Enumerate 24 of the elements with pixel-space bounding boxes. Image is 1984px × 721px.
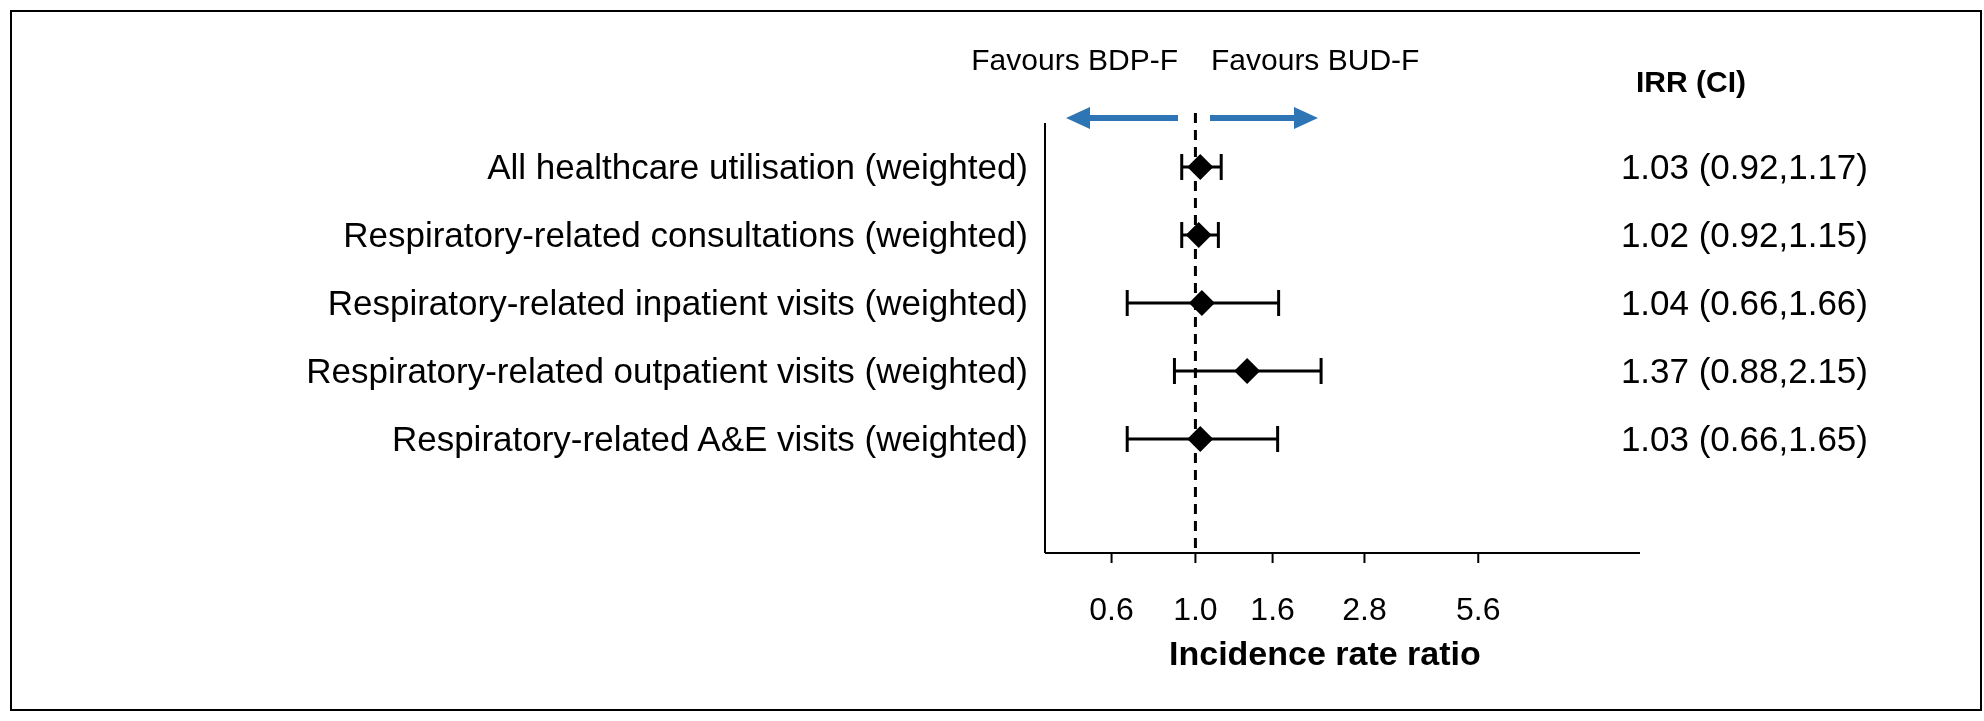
point <box>1187 426 1214 452</box>
x-axis-title: Incidence rate ratio <box>1169 634 1481 672</box>
x-tick-label: 5.6 <box>1456 591 1501 627</box>
point <box>1188 290 1215 316</box>
point <box>1187 154 1214 180</box>
text: Favours BDP-F <box>971 43 1178 76</box>
y-tick-label: Respiratory-related A&E visits (weighted) <box>391 419 1028 458</box>
x-tick-label: 1.6 <box>1250 591 1295 627</box>
point <box>1185 222 1212 248</box>
y-tick-label: Respiratory-related inpatient visits (weighted) <box>327 283 1028 322</box>
y-tick-label: Respiratory-related consultations (weighted) <box>343 215 1028 254</box>
y-tick-label: Respiratory-related outpatient visits (weighted) <box>306 351 1028 390</box>
data-label: 1.04 (0.66,1.66) <box>1620 283 1868 322</box>
data-label: 1.37 (0.88,2.15) <box>1620 351 1868 390</box>
data-label: 1.03 (0.92,1.17) <box>1620 147 1868 186</box>
x-tick-label: 2.8 <box>1342 591 1387 627</box>
data-label: 1.03 (0.66,1.65) <box>1620 419 1868 458</box>
point <box>1234 358 1261 384</box>
x-tick-label: 0.6 <box>1089 591 1134 627</box>
x-tick-label: 1.0 <box>1173 591 1218 627</box>
y-tick-label: All healthcare utilisation (weighted) <box>487 147 1028 186</box>
text: Favours BUD-F <box>1211 43 1420 76</box>
data-label: 1.02 (0.92,1.15) <box>1620 215 1868 254</box>
text: IRR (CI) <box>1636 65 1746 98</box>
